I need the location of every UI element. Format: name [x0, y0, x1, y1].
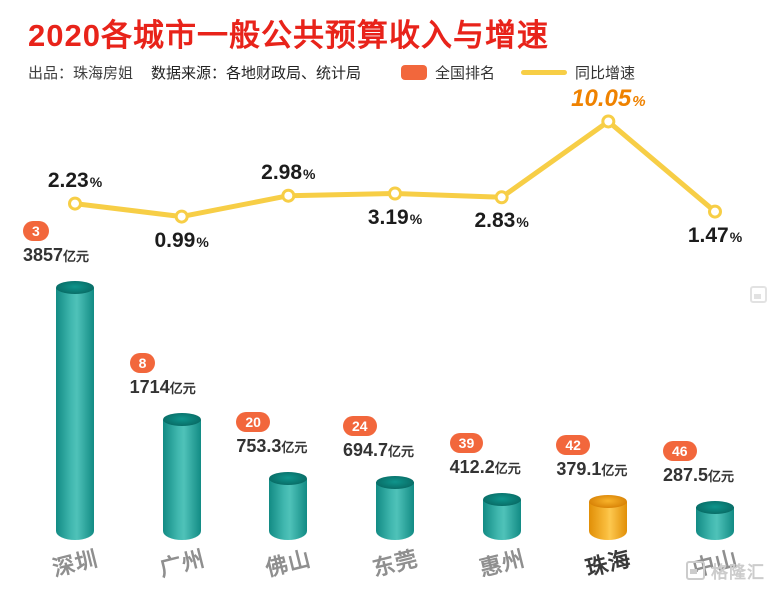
- growth-label: 10.05%: [571, 85, 645, 116]
- percent-sign: %: [632, 93, 646, 111]
- watermark-text: 格隆汇: [711, 563, 765, 582]
- growth-point: [68, 196, 82, 211]
- bar-label-stack: 24 694.7亿元: [343, 415, 414, 461]
- bar-cylinder-top: [696, 500, 734, 514]
- credit-text: 出品：珠海房姐: [28, 65, 134, 82]
- revenue-value: 753.3: [236, 436, 282, 457]
- legend-growth-swatch-icon: [521, 70, 568, 75]
- revenue-label: 379.1亿元: [556, 459, 627, 480]
- bar-cylinder: [589, 501, 628, 540]
- watermark: 格隆汇: [686, 558, 765, 583]
- growth-point: [601, 114, 616, 129]
- bar-cylinder-top: [162, 413, 201, 427]
- watermark-top: [750, 6, 767, 583]
- revenue-unit: 亿元: [388, 443, 415, 459]
- percent-sign: %: [729, 228, 743, 245]
- growth-line: [72, 118, 718, 220]
- growth-label: 1.47%: [688, 223, 742, 250]
- bar-cylinder: [269, 478, 308, 540]
- bar-cylinder: [56, 287, 94, 540]
- growth-point: [174, 209, 189, 224]
- revenue-unit: 亿元: [601, 463, 628, 479]
- revenue-unit: 亿元: [63, 249, 90, 265]
- bar-label-stack: 3 3857亿元: [23, 221, 89, 266]
- bar-label-stack: 46 287.5亿元: [663, 440, 734, 486]
- bar-cylinder-top: [376, 475, 414, 489]
- bar-label-stack: 39 412.2亿元: [449, 433, 521, 478]
- revenue-value: 412.2: [449, 457, 495, 478]
- revenue-unit: 亿元: [494, 461, 521, 477]
- gelonghui-logo-icon: [750, 286, 767, 303]
- bar-cylinder: [482, 499, 521, 540]
- growth-point: [388, 186, 402, 201]
- revenue-label: 412.2亿元: [450, 457, 521, 478]
- revenue-label: 753.3亿元: [236, 436, 307, 457]
- revenue-unit: 亿元: [281, 440, 308, 456]
- rank-badge: 3: [23, 221, 49, 242]
- bar-cylinder: [376, 482, 414, 540]
- growth-value: 10.05: [571, 85, 632, 113]
- bar-cylinder-top: [482, 493, 521, 507]
- revenue-label: 3857亿元: [23, 245, 89, 266]
- rank-badge: 46: [663, 440, 697, 461]
- city-label: 深圳: [50, 545, 101, 582]
- gelonghui-logo-icon: [686, 561, 705, 580]
- growth-value: 0.99: [154, 228, 196, 252]
- page-title: 2020各城市一般公共预算收入与增速: [28, 18, 549, 53]
- revenue-value: 287.5: [663, 464, 709, 485]
- growth-value: 2.23: [47, 168, 89, 192]
- percent-sign: %: [89, 173, 103, 190]
- percent-sign: %: [303, 165, 316, 182]
- growth-label: 3.19%: [368, 205, 422, 232]
- growth-label: 0.99%: [154, 228, 208, 255]
- rank-badge: 20: [236, 412, 270, 433]
- growth-point: [281, 188, 296, 203]
- city-label: 珠海: [583, 545, 635, 582]
- bar-label-stack: 20 753.3亿元: [236, 412, 307, 457]
- revenue-value: 1714: [129, 377, 170, 398]
- percent-sign: %: [516, 214, 529, 231]
- growth-value: 3.19: [367, 205, 409, 229]
- growth-label: 2.83%: [474, 208, 528, 235]
- revenue-label: 694.7亿元: [343, 440, 414, 461]
- source-text: 数据来源：各地财政局、统计局: [151, 65, 362, 82]
- growth-value: 2.98: [261, 160, 303, 184]
- city-label: 惠州: [476, 545, 528, 582]
- bar-cylinder-top: [56, 281, 94, 295]
- city-label: 佛山: [263, 545, 315, 582]
- revenue-unit: 亿元: [708, 468, 735, 484]
- legend-rank-label: 全国排名: [435, 65, 496, 82]
- legend-growth-label: 同比增速: [575, 65, 636, 82]
- revenue-label: 1714亿元: [130, 377, 196, 398]
- percent-sign: %: [196, 233, 209, 250]
- growth-label: 2.23%: [48, 168, 102, 195]
- bar-label-stack: 42 379.1亿元: [556, 435, 627, 480]
- revenue-value: 694.7: [343, 439, 389, 460]
- bar-cylinder-top: [589, 495, 628, 509]
- growth-point: [494, 190, 509, 205]
- percent-sign: %: [409, 210, 423, 227]
- rank-badge: 39: [449, 433, 484, 454]
- rank-badge: 42: [556, 435, 590, 456]
- bar-cylinder-top: [269, 472, 308, 486]
- revenue-value: 379.1: [556, 459, 602, 480]
- revenue-unit: 亿元: [169, 381, 196, 397]
- revenue-value: 3857: [23, 245, 64, 266]
- growth-value: 1.47: [687, 223, 729, 247]
- growth-value: 2.83: [474, 209, 516, 233]
- growth-label: 2.98%: [261, 160, 315, 187]
- city-label: 东莞: [370, 545, 421, 582]
- meta-row: 出品：珠海房姐 数据来源：各地财政局、统计局 全国排名 同比增速: [28, 62, 635, 83]
- revenue-label: 287.5亿元: [663, 465, 734, 486]
- bar-label-stack: 8 1714亿元: [129, 353, 196, 398]
- rank-badge: 8: [129, 353, 156, 374]
- legend-rank-swatch-icon: [401, 65, 428, 80]
- city-label: 广州: [156, 545, 208, 582]
- rank-badge: 24: [343, 415, 377, 436]
- growth-point: [708, 204, 722, 219]
- bar-cylinder: [162, 419, 201, 540]
